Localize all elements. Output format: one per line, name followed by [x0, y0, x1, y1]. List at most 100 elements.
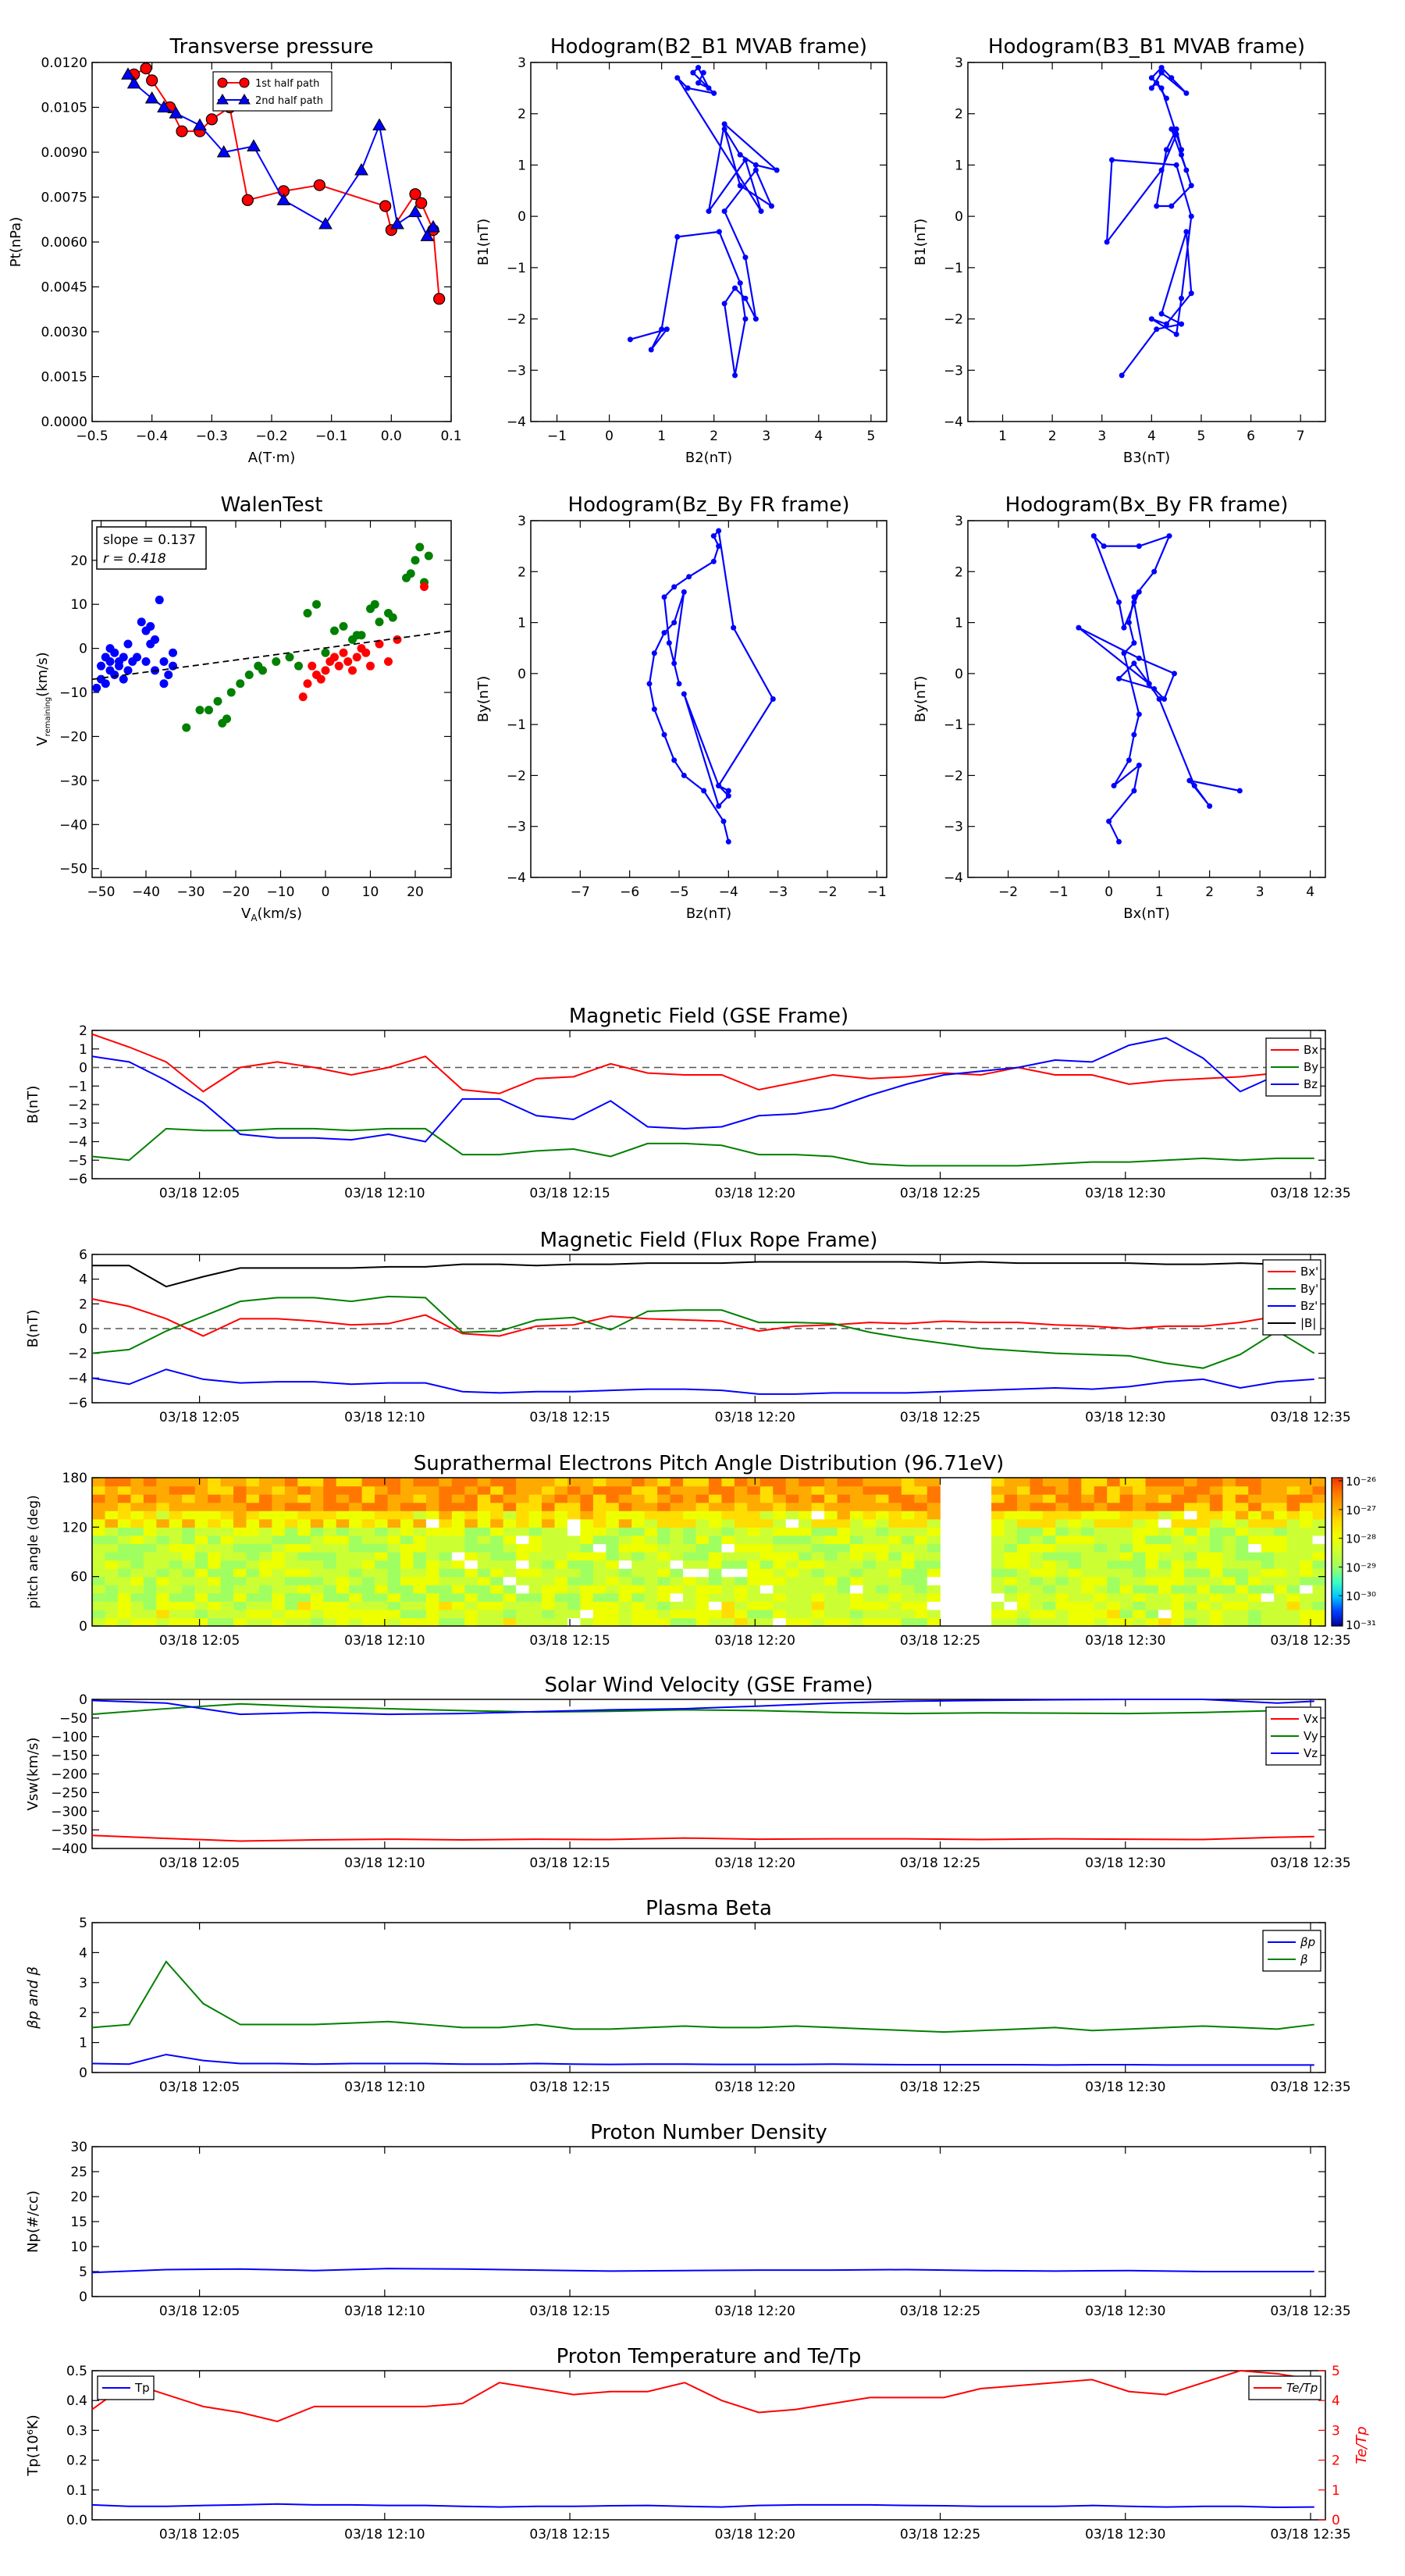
x-axis-label: B3(nT) — [1123, 450, 1170, 466]
data-point — [182, 723, 191, 732]
heatmap-cell — [1055, 1485, 1069, 1495]
heatmap-cell — [1107, 1560, 1121, 1569]
heatmap-cell — [92, 1585, 106, 1594]
heatmap-cell — [1274, 1518, 1288, 1528]
heatmap-cell — [695, 1485, 710, 1495]
heatmap-cell — [799, 1617, 813, 1627]
heatmap-cell — [169, 1560, 183, 1569]
x-tick-label: 03/18 12:25 — [900, 1856, 980, 1871]
heatmap-cell — [734, 1510, 748, 1520]
data-point — [348, 666, 357, 675]
heatmap-cell — [785, 1478, 799, 1487]
heatmap-cell — [1004, 1609, 1018, 1619]
heatmap-cell — [1197, 1510, 1211, 1520]
heatmap-cell — [773, 1494, 787, 1503]
data-point — [1163, 147, 1169, 153]
heatmap-cell — [130, 1494, 144, 1503]
heatmap-cell — [850, 1617, 864, 1627]
heatmap-cell — [182, 1527, 196, 1536]
heatmap-cell — [1042, 1543, 1056, 1553]
heatmap-cell — [413, 1478, 427, 1487]
heatmap-cell — [246, 1585, 260, 1594]
data-point — [716, 528, 722, 534]
data-point — [1151, 568, 1158, 575]
x-axis-label: Bx(nT) — [1123, 906, 1169, 922]
heatmap-cell — [683, 1543, 697, 1553]
data-point — [146, 621, 155, 631]
x-tick-label: 20 — [407, 884, 424, 900]
data-point — [406, 569, 415, 578]
heatmap-cell — [991, 1485, 1005, 1495]
heatmap-cell — [233, 1592, 247, 1602]
heatmap-cell — [425, 1560, 439, 1569]
data-point — [752, 162, 759, 168]
heatmap-cell — [875, 1617, 890, 1627]
heatmap-cell — [194, 1527, 208, 1536]
heatmap-cell — [1055, 1518, 1069, 1528]
y-tick-label: −200 — [51, 1767, 87, 1783]
data-point — [1131, 640, 1137, 646]
y-tick-label: −4 — [944, 415, 963, 430]
heatmap-cell — [657, 1592, 671, 1602]
data-point — [710, 533, 717, 539]
x-tick-label: 03/18 12:10 — [344, 2304, 425, 2319]
heatmap-cell — [464, 1494, 478, 1503]
heatmap-cell — [1261, 1510, 1275, 1520]
heatmap-cell — [143, 1502, 157, 1511]
data-point — [1076, 624, 1082, 631]
heatmap-cell — [258, 1535, 273, 1545]
heatmap-cell — [425, 1617, 439, 1627]
data-point — [1183, 229, 1190, 235]
heatmap-cell — [284, 1485, 298, 1495]
heatmap-cell — [233, 1601, 247, 1610]
heatmap-cell — [194, 1494, 208, 1503]
heatmap-cell — [1042, 1527, 1056, 1536]
heatmap-cell — [528, 1568, 542, 1578]
data-point — [393, 635, 402, 644]
heatmap-cell — [1055, 1494, 1069, 1503]
heatmap-cell — [888, 1617, 902, 1627]
heatmap-cell — [1081, 1543, 1095, 1553]
heatmap-cell — [1004, 1535, 1018, 1545]
heatmap-cell — [734, 1601, 748, 1610]
heatmap-cell — [721, 1518, 735, 1528]
heatmap-cell — [1119, 1485, 1133, 1495]
heatmap-cell — [143, 1609, 157, 1619]
x-tick-label: 0 — [322, 884, 330, 900]
data-point — [415, 543, 425, 552]
heatmap-cell — [567, 1617, 582, 1627]
heatmap-cell — [528, 1609, 542, 1619]
heatmap-cell — [272, 1502, 286, 1511]
heatmap-cell — [1055, 1592, 1069, 1602]
heatmap-cell — [400, 1592, 414, 1602]
heatmap-cell — [580, 1494, 594, 1503]
heatmap-cell — [695, 1527, 710, 1536]
heatmap-cell — [773, 1543, 787, 1553]
heatmap-cell — [1055, 1543, 1069, 1553]
data-point — [92, 683, 101, 692]
x-tick-label: 03/18 12:20 — [715, 1856, 795, 1871]
heatmap-cell — [567, 1560, 582, 1569]
heatmap-cell — [837, 1543, 851, 1553]
heatmap-cell — [477, 1510, 491, 1520]
heatmap-cell — [1042, 1601, 1056, 1610]
heatmap-cell — [1145, 1568, 1159, 1578]
heatmap-cell — [837, 1502, 851, 1511]
heatmap-cell — [1183, 1494, 1198, 1503]
heatmap-cell — [169, 1518, 183, 1528]
heatmap-cell — [169, 1494, 183, 1503]
heatmap-cell — [670, 1518, 684, 1528]
heatmap-cell — [709, 1543, 723, 1553]
heatmap-cell — [631, 1552, 646, 1561]
heatmap-cell — [759, 1568, 774, 1578]
heatmap-cell — [233, 1568, 247, 1578]
data-point — [330, 653, 339, 662]
heatmap-cell — [156, 1568, 170, 1578]
heatmap-cell — [1248, 1494, 1262, 1503]
heatmap-cell — [747, 1568, 761, 1578]
heatmap-cell — [323, 1617, 337, 1627]
heatmap-cell — [631, 1585, 646, 1594]
heatmap-cell — [272, 1601, 286, 1610]
heatmap-cell — [490, 1535, 504, 1545]
